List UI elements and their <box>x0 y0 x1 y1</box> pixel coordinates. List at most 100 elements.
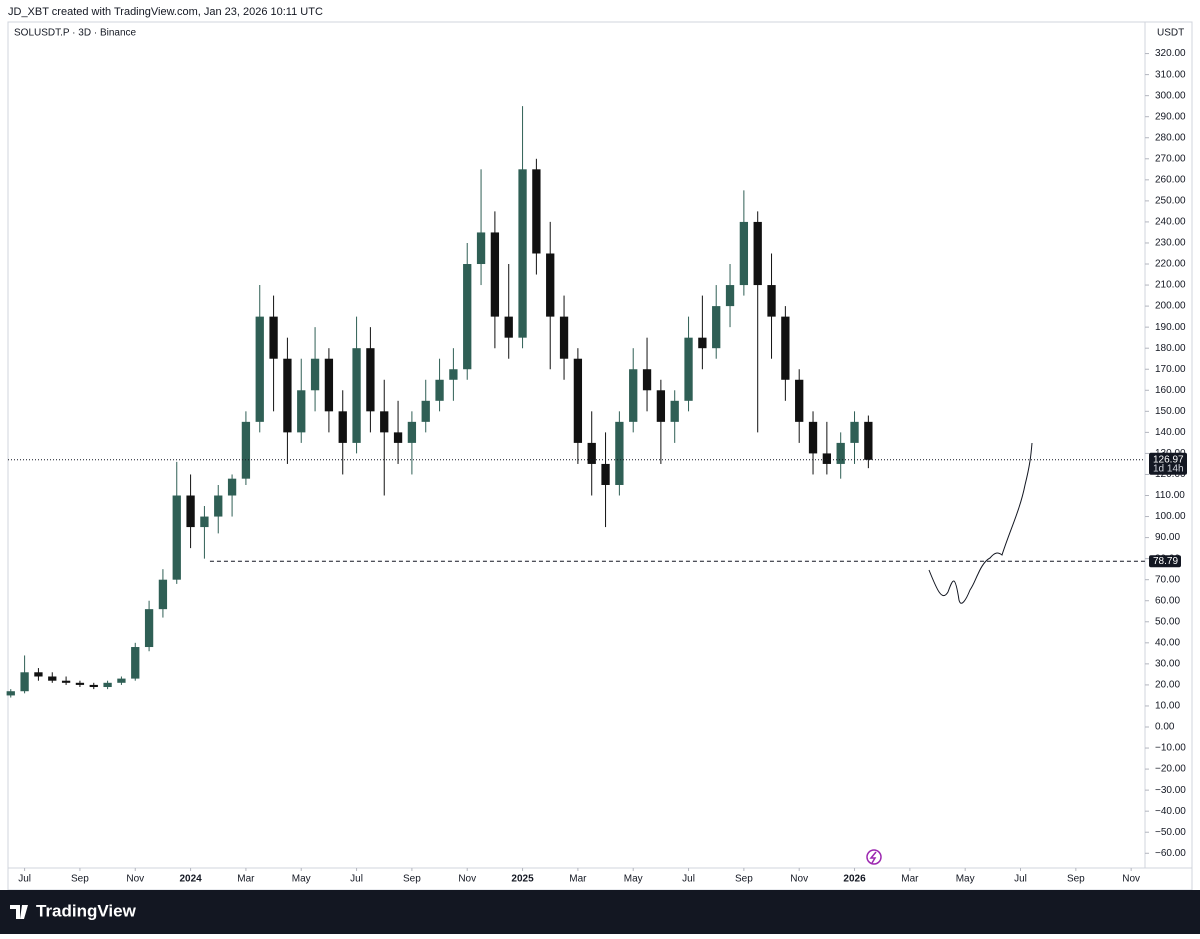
candle-body <box>20 672 29 692</box>
candle-body <box>822 453 832 464</box>
last-price-label: 126.97 <box>1153 454 1184 465</box>
candle-body <box>850 421 859 443</box>
y-tick-label: 40.00 <box>1155 637 1180 648</box>
footer-bar <box>0 890 1200 934</box>
candle-body <box>725 285 735 307</box>
y-tick-label: 260.00 <box>1155 174 1186 185</box>
candle-body <box>518 169 527 338</box>
candle-body <box>393 432 403 443</box>
candle-body <box>144 609 154 648</box>
candle-body <box>546 253 555 317</box>
event-icon[interactable] <box>866 849 882 865</box>
candle-body <box>131 647 140 679</box>
candle-body <box>310 358 320 391</box>
candle-body <box>739 221 749 286</box>
candle-body <box>89 684 98 688</box>
y-tick-label: 200.00 <box>1155 301 1186 312</box>
candle-body <box>255 316 264 422</box>
y-tick-label: 290.00 <box>1155 111 1186 122</box>
y-tick-label: −50.00 <box>1155 827 1186 838</box>
x-tick-label: Jul <box>350 874 363 885</box>
candle-body <box>366 348 375 412</box>
y-tick-label: 160.00 <box>1155 385 1186 396</box>
y-tick-label: 100.00 <box>1155 511 1186 522</box>
candle-body <box>435 379 444 401</box>
y-tick-label: 220.00 <box>1155 259 1186 270</box>
countdown-label: 1d 14h <box>1153 463 1184 474</box>
y-tick-label: 170.00 <box>1155 364 1186 375</box>
candle-body <box>172 495 181 580</box>
candle-body <box>421 400 430 422</box>
candle-body <box>324 358 334 412</box>
y-tick-label: 310.00 <box>1155 69 1186 80</box>
x-tick-label: 2026 <box>843 874 866 885</box>
x-tick-label: Nov <box>458 874 476 885</box>
x-tick-label: Mar <box>901 874 919 885</box>
x-tick-label: 2025 <box>511 874 534 885</box>
candle-body <box>808 421 818 454</box>
candle-body <box>449 369 458 380</box>
candle-body <box>836 442 845 464</box>
x-tick-label: May <box>956 874 975 885</box>
candle-body <box>407 421 417 443</box>
y-tick-label: 110.00 <box>1155 490 1185 501</box>
x-tick-label: Mar <box>237 874 255 885</box>
candle-body <box>297 390 306 433</box>
candle-body <box>380 411 389 433</box>
candle-body <box>227 478 237 496</box>
candle-body <box>158 579 168 610</box>
candle-body <box>573 358 583 443</box>
x-tick-label: Jul <box>1014 874 1027 885</box>
candle-body <box>642 369 652 391</box>
x-tick-label: Sep <box>403 874 421 885</box>
y-tick-label: 210.00 <box>1155 280 1186 291</box>
candle-body <box>601 463 610 485</box>
drawn-projection <box>928 442 1033 604</box>
axis-unit: USDT <box>1157 28 1184 39</box>
y-tick-label: 240.00 <box>1155 217 1186 228</box>
x-tick-label: Jul <box>18 874 31 885</box>
candle-body <box>352 348 361 443</box>
y-tick-label: −60.00 <box>1155 848 1186 859</box>
x-tick-label: Jul <box>682 874 695 885</box>
candle-body <box>476 232 486 265</box>
candle-body <box>200 516 209 528</box>
y-tick-label: −40.00 <box>1155 806 1186 817</box>
x-tick-label: Nov <box>126 874 144 885</box>
y-tick-label: 50.00 <box>1155 616 1180 627</box>
y-tick-label: −30.00 <box>1155 785 1186 796</box>
x-tick-label: Mar <box>569 874 587 885</box>
candle-body <box>587 442 596 464</box>
candle-body <box>684 337 693 401</box>
x-tick-label: Sep <box>71 874 89 885</box>
candle-body <box>490 232 500 317</box>
y-tick-label: 190.00 <box>1155 322 1186 333</box>
candle-body <box>712 306 721 349</box>
candle-body <box>781 316 790 380</box>
candle-body <box>117 678 126 683</box>
y-tick-label: 150.00 <box>1155 406 1186 417</box>
y-tick-label: 180.00 <box>1155 343 1186 354</box>
footer-logo: TradingView <box>36 901 137 920</box>
candle-body <box>864 421 873 460</box>
candle-body <box>269 316 278 359</box>
y-tick-label: 60.00 <box>1155 595 1180 606</box>
event-icon-bolt <box>869 851 877 864</box>
candle-body <box>214 495 223 517</box>
candle-body <box>463 264 472 370</box>
candle-body <box>6 691 15 696</box>
candle-body <box>532 169 541 254</box>
candle-body <box>241 421 251 479</box>
y-tick-label: 280.00 <box>1155 132 1186 143</box>
y-tick-label: 0.00 <box>1155 722 1175 733</box>
y-tick-label: 270.00 <box>1155 153 1186 164</box>
x-tick-label: May <box>624 874 643 885</box>
x-tick-label: 2024 <box>179 874 202 885</box>
y-tick-label: 30.00 <box>1155 659 1180 670</box>
candle-body <box>75 682 85 685</box>
level-box <box>1149 555 1181 568</box>
x-tick-label: Nov <box>790 874 808 885</box>
candle-body <box>186 495 195 528</box>
candle-body <box>504 316 513 338</box>
